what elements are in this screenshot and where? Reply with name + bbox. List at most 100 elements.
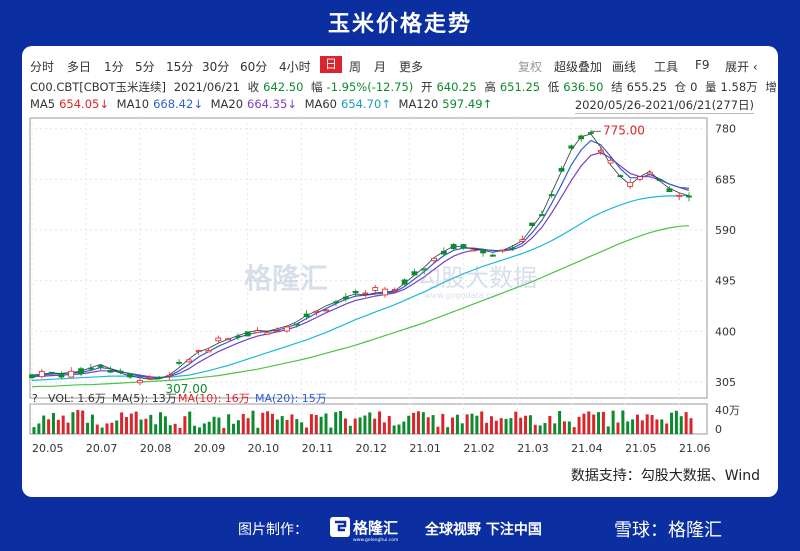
ma60-value: 654.70↑: [341, 97, 391, 111]
volume-bar: [363, 415, 367, 434]
candle-body: [568, 145, 575, 149]
xueqiu-account: 雪球：格隆汇: [614, 520, 722, 541]
volume-bar: [665, 423, 669, 434]
inc-label: 增: [765, 80, 777, 94]
volume-bar: [460, 423, 464, 434]
vol-value: 1.58万: [720, 80, 758, 94]
volume-bar: [343, 418, 347, 434]
volume-bar: [655, 419, 659, 434]
volume-bar: [465, 414, 469, 434]
candle-body: [107, 370, 114, 373]
ma5-value: 654.05↓: [59, 97, 109, 111]
volume-bar: [90, 414, 94, 434]
volume-bar: [168, 425, 172, 434]
volume-bar: [32, 427, 36, 434]
x-tick-label: 21.05: [625, 442, 657, 455]
volume-bar: [514, 411, 518, 434]
volume-bar: [110, 422, 114, 434]
volume-bar: [197, 427, 201, 434]
x-tick-label: 20.08: [140, 442, 172, 455]
volume-bar: [387, 416, 391, 434]
volume-bar: [81, 410, 85, 434]
settle-label: 结: [611, 80, 623, 94]
candle-body: [58, 373, 65, 378]
candle-body: [264, 332, 271, 335]
date-range[interactable]: 2020/05/26-2021/06/21(277日): [574, 98, 754, 114]
period-1[interactable]: 多日: [67, 60, 92, 74]
volume-bar: [100, 427, 104, 434]
tool-1[interactable]: 超级叠加: [554, 60, 603, 74]
y-tick-label: 400: [715, 325, 736, 338]
candle-body: [166, 374, 173, 377]
candle-body: [401, 279, 408, 285]
candle-body: [29, 374, 35, 378]
period-6[interactable]: 60分: [240, 60, 268, 74]
candle-body: [185, 359, 192, 363]
period-5[interactable]: 30分: [202, 60, 230, 74]
volume-bar: [397, 424, 401, 434]
ma-line: MA5 654.05↓ MA10 668.42↓ MA20 664.35↓ MA60 6…: [30, 97, 496, 111]
volume-bar: [480, 411, 484, 434]
x-tick-label: 20.12: [356, 442, 388, 455]
x-tick-label: 21.06: [679, 442, 711, 455]
candle-body: [509, 247, 516, 250]
volume-bar: [159, 412, 163, 434]
ma120-value: 597.49↑: [442, 97, 493, 111]
volume-bar: [134, 411, 138, 434]
volume-bar: [324, 413, 328, 434]
candle-body: [411, 271, 418, 276]
candle-body: [323, 309, 330, 312]
volume-bar: [592, 414, 596, 434]
ma20-value: 664.35↓: [247, 97, 297, 111]
tool-3[interactable]: 工具: [654, 60, 679, 74]
volume-legend: MA(10): 16万: [178, 392, 250, 405]
tool-0[interactable]: 复权: [518, 60, 543, 74]
period-10[interactable]: 月: [374, 60, 387, 74]
x-tick-label: 21.02: [463, 442, 495, 455]
ma10-value: 668.42↓: [153, 97, 203, 111]
period-8[interactable]: 日: [320, 56, 343, 73]
volume-bar: [251, 410, 255, 434]
data-source: 数据支持：勾股大数据、Wind: [570, 468, 760, 484]
period-0[interactable]: 分时: [30, 60, 55, 74]
x-tick-label: 20.09: [194, 442, 226, 455]
period-2[interactable]: 1分: [104, 60, 124, 74]
volume-bar: [572, 427, 576, 434]
volume-bar: [368, 412, 372, 434]
volume-bar: [334, 412, 338, 434]
volume-bar: [353, 418, 357, 434]
period-4[interactable]: 15分: [166, 60, 194, 74]
gelonghui-logo: 格隆汇 www.gelonghui.com: [330, 517, 398, 542]
tool-4[interactable]: F9: [695, 58, 710, 72]
volume-bar: [86, 422, 90, 434]
candle-body: [293, 323, 300, 326]
volume-bar: [348, 425, 352, 434]
svg-text:www.gelonghui.com: www.gelonghui.com: [353, 537, 398, 542]
candle-body: [205, 350, 212, 353]
volume-bar: [577, 416, 581, 434]
tool-2[interactable]: 画线: [612, 60, 637, 74]
candle-body: [78, 368, 84, 375]
candle-body: [470, 249, 477, 252]
candle-body: [588, 132, 594, 134]
volume-bar: [95, 424, 99, 434]
candle-body: [244, 331, 251, 337]
period-7[interactable]: 4小时: [279, 60, 311, 74]
volume-bar: [392, 425, 396, 434]
x-tick-label: 20.11: [302, 442, 334, 455]
volume-bar: [309, 414, 313, 434]
period-3[interactable]: 5分: [135, 60, 155, 74]
volume-bar: [587, 411, 591, 434]
period-9[interactable]: 周: [349, 60, 362, 74]
volume-bar: [446, 427, 450, 434]
volume-legend: MA(20): 15万: [255, 392, 327, 405]
candle-body: [87, 367, 94, 370]
volume-bar: [61, 415, 65, 434]
volume-bar: [626, 421, 630, 434]
volume-bar: [621, 410, 625, 434]
candle-body: [558, 168, 565, 172]
tool-5[interactable]: 展开 ‹: [725, 60, 758, 74]
candle-body: [617, 175, 624, 177]
candle-body: [460, 244, 467, 249]
period-11[interactable]: 更多: [399, 60, 424, 74]
